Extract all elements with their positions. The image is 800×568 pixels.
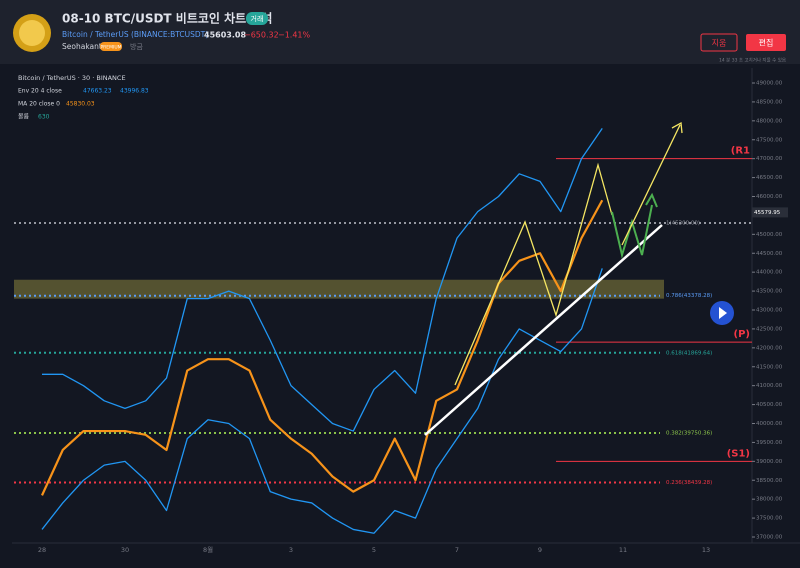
y-tick-label: 47000.00 [756,156,783,162]
y-tick-label: 43000.00 [756,308,783,314]
fib-label: 0.786(43378.28) [666,293,712,299]
author-badge: PREMIUM [100,45,121,51]
zone [14,279,664,299]
edit-label[interactable]: 편집 [759,38,774,48]
y-tick-label: 38000.00 [756,497,783,503]
y-tick-label: 46000.00 [756,194,783,200]
arrow-yellow [621,124,681,246]
sr-label: (S1) [727,448,750,459]
pattern-green [611,204,653,259]
arrow-green [645,192,658,208]
y-tick-label: 46500.00 [756,175,783,181]
y-tick-label: 41500.00 [756,364,783,370]
x-tick-label: 8월 [203,545,213,554]
edit-button[interactable] [746,34,786,51]
title: 08-10 BTC/USDT 비트코인 차트 분석 [62,11,272,26]
y-tick-label: 39500.00 [756,440,783,446]
y-tick-label: 41000.00 [756,383,783,389]
badge: 거래 [251,14,264,23]
legend-env-lower: 43996.83 [120,88,149,95]
trend-line [424,224,663,436]
x-tick-label: 9 [538,546,542,554]
avatar-inner [19,20,45,46]
header-bg [0,0,800,64]
y-tick-label: 44500.00 [756,251,783,257]
play-icon [719,307,727,319]
arrow-yellow-head [671,121,683,134]
y-tick-label: 47500.00 [756,137,783,143]
y-tick-label: 40000.00 [756,421,783,427]
fib-label: 0.618(41869.64) [666,350,712,356]
x-tick-label: 28 [38,546,46,554]
y-tick-label: 37500.00 [756,516,783,522]
x-tick-label: 11 [619,546,627,554]
plot-bg [12,68,752,543]
y-tick-label: 43500.00 [756,289,783,295]
env-upper [42,128,603,432]
author-badge-bg [100,42,122,51]
y-tick-label: 48500.00 [756,99,783,105]
note: 14 분 33 초 고치거나 지울 수 있음 [719,57,786,64]
ma-line [40,199,604,496]
delete-button[interactable] [700,33,738,52]
price: 45603.08 [204,31,246,40]
last-price: 45579.95 [754,210,781,216]
legend-env: Env 20 4 close [18,88,62,95]
symbol[interactable]: Bitcoin / TetherUS (BINANCE:BTCUSDT) [62,30,208,39]
y-tick-label: 42500.00 [756,326,783,332]
fib-label: 1(45300.00) [666,220,700,226]
y-tick-label: 45000.00 [756,232,783,238]
y-tick-label: 44000.00 [756,270,783,276]
time: 방금 [130,42,143,51]
delete-label[interactable]: 지움 [712,39,727,48]
x-tick-label: 3 [289,546,293,554]
sr-label: (R1 [731,146,750,157]
sr-label: (P) [734,329,750,340]
x-tick-label: 13 [702,546,710,554]
x-tick-label: 30 [121,546,129,554]
author[interactable]: Seohakant [62,42,102,51]
y-tick-label: 40500.00 [756,402,783,408]
legend-env-upper: 47663.23 [83,88,112,95]
x-tick-label: 5 [372,546,376,554]
legend-ma-value: 45830.03 [66,101,95,108]
y-tick-label: 38500.00 [756,478,783,484]
fib-label: 0.236(38439.28) [666,480,712,486]
change: −650.32 [244,31,279,40]
y-tick-label: 42000.00 [756,345,783,351]
y-tick-label: 39000.00 [756,459,783,465]
legend-ma: MA 20 close 0 [18,101,60,108]
change-pct: −1.41% [278,31,311,40]
y-tick-label: 37000.00 [756,535,783,541]
badge-bg [246,12,268,25]
last-price-bg [752,207,788,218]
y-tick-label: 49000.00 [756,81,783,87]
env-lower [41,268,603,534]
plot: 37000.00 37500.00 38000.00 38500.00 39000.00… [12,68,800,554]
x-tick-label: 7 [455,546,459,554]
y-tick-label: 48000.00 [756,118,783,124]
fib-label: 0.382(39750.36) [666,430,712,436]
legend-symbol: Bitcoin / TetherUS · 30 · BINANCE [18,74,126,82]
legend-volume: 볼륨 [18,114,30,121]
pattern-yellow [454,162,613,386]
legend-volume-value: 630 [38,114,50,121]
